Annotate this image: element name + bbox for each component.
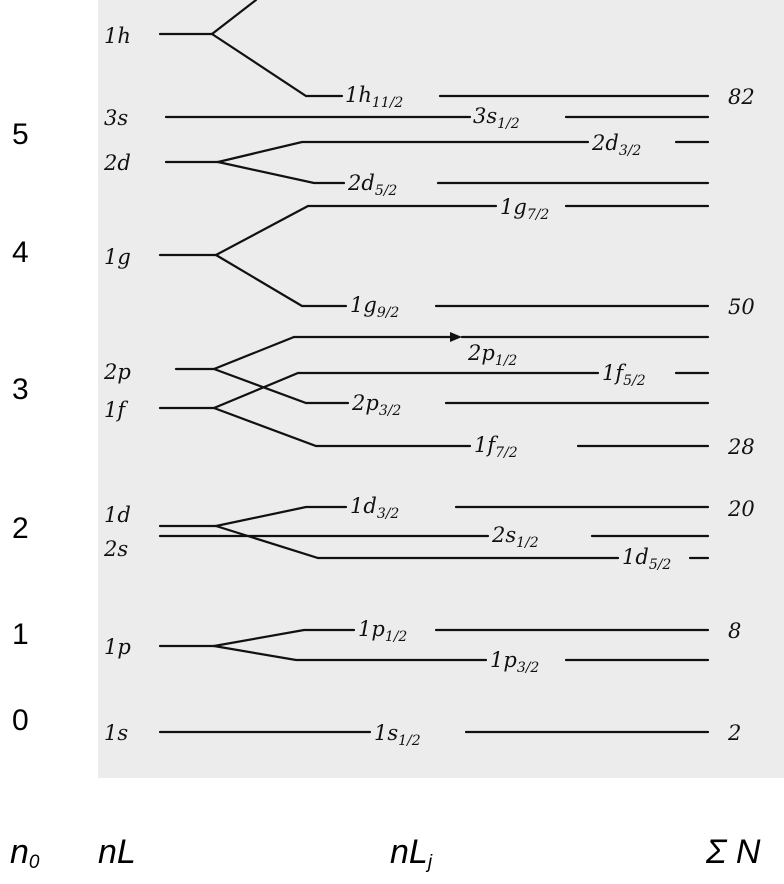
label-nLj-1s1: 1s1/2 — [374, 721, 421, 749]
label-nLj-2d3: 2d3/2 — [591, 131, 641, 159]
split-line-1h11 — [210, 32, 344, 98]
label-nL-1f: 1f — [104, 398, 128, 422]
shell-number-4: 4 — [12, 236, 29, 269]
split-line-1f7 — [212, 406, 472, 448]
label-nLj-2s1: 2s1/2 — [491, 523, 539, 551]
label-nLj-1h11: 1h11/2 — [345, 83, 403, 111]
diagram-panel — [98, 0, 784, 778]
split-line-1p1 — [212, 628, 356, 648]
magic-number-28: 28 — [727, 435, 755, 459]
split-line-2d3 — [216, 140, 590, 164]
shell-number-1: 1 — [12, 618, 29, 651]
split-line-1d3 — [214, 505, 348, 528]
label-nLj-1f5: 1f5/2 — [602, 361, 646, 389]
split-line-1p3 — [212, 644, 488, 662]
shell-number-0: 0 — [12, 704, 29, 737]
magic-number-2: 2 — [727, 721, 741, 745]
column-header-nL: nL — [98, 833, 136, 871]
label-nL-1s: 1s — [104, 721, 128, 745]
label-nLj-2d5: 2d5/2 — [347, 171, 397, 199]
split-line-2d5 — [216, 160, 346, 185]
label-nLj-1p1: 1p1/2 — [358, 617, 407, 645]
label-nL-1h: 1h — [104, 24, 131, 48]
split-line-1h-upper — [210, 0, 258, 36]
arrow-head-icon — [450, 332, 462, 342]
label-nL-3s: 3s — [104, 106, 128, 130]
split-line-2p1 — [212, 335, 454, 371]
label-nLj-1d5: 1d5/2 — [622, 545, 671, 573]
label-nLj-1g9: 1g9/2 — [350, 293, 399, 321]
column-header-nLj: nLj — [390, 833, 433, 873]
shell-number-3: 3 — [12, 373, 29, 406]
label-nL-2d: 2d — [103, 151, 131, 175]
label-nL-2p: 2p — [103, 360, 131, 384]
column-header-sum-n: Σ N — [706, 833, 761, 871]
label-nLj-1f7: 1f7/2 — [474, 433, 518, 461]
magic-number-8: 8 — [728, 619, 741, 643]
label-nLj-1d3: 1d3/2 — [350, 494, 399, 522]
split-line-1d5 — [214, 524, 620, 560]
shell-number-2: 2 — [12, 512, 29, 545]
label-nL-2s: 2s — [103, 537, 128, 561]
label-nLj-1g7: 1g7/2 — [500, 195, 549, 223]
magic-number-82: 82 — [728, 85, 755, 109]
magic-number-20: 20 — [727, 497, 755, 521]
split-line-1g9 — [214, 253, 348, 308]
magic-number-50: 50 — [728, 295, 755, 319]
split-line-2p3 — [212, 367, 350, 405]
label-nLj-2p1: 2p1/2 — [467, 341, 517, 369]
label-nLj-2p3: 2p3/2 — [351, 391, 401, 419]
label-nL-1p: 1p — [104, 635, 131, 659]
label-nL-1g: 1g — [104, 245, 131, 269]
label-nL-1d: 1d — [104, 503, 131, 527]
shell-number-5: 5 — [12, 118, 29, 151]
split-line-1f5 — [212, 371, 600, 410]
label-nLj-3s1: 3s1/2 — [473, 104, 520, 132]
column-header-n0: n0 — [10, 833, 40, 873]
split-line-1g7 — [214, 204, 498, 257]
label-nLj-1p3: 1p3/2 — [490, 648, 539, 676]
